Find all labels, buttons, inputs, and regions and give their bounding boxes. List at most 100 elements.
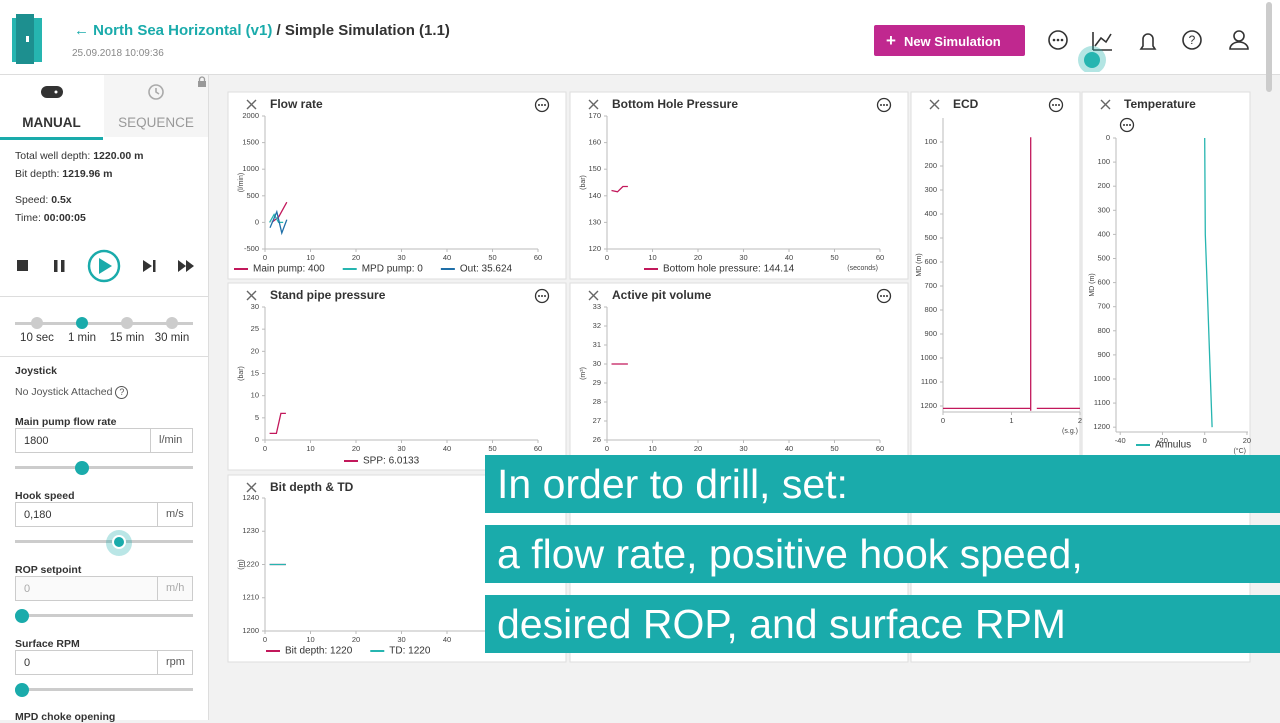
x-tick-label: 20 bbox=[694, 253, 702, 262]
more-icon[interactable] bbox=[1048, 30, 1068, 50]
fast-forward-button[interactable] bbox=[178, 260, 194, 272]
playback-controls bbox=[17, 249, 194, 283]
speed-slider[interactable] bbox=[15, 322, 193, 325]
joystick-icon bbox=[40, 86, 63, 98]
status-value: 00:00:05 bbox=[43, 212, 86, 224]
legend-entry: SPP: 6.0133 bbox=[363, 456, 420, 467]
close-icon[interactable] bbox=[246, 482, 257, 493]
slider-thumb[interactable] bbox=[75, 461, 89, 475]
panel-title: Bit depth & TD bbox=[270, 480, 354, 494]
more-dot bbox=[538, 104, 540, 106]
chart-icon[interactable] bbox=[1094, 33, 1112, 47]
speed-label: 15 min bbox=[109, 332, 145, 344]
slider-track[interactable] bbox=[15, 614, 193, 617]
x-tick-label: 0 bbox=[605, 444, 609, 453]
y-tick-label: 500 bbox=[1097, 253, 1110, 262]
input-box[interactable]: 0 m/h bbox=[15, 576, 193, 601]
y-tick-label: 700 bbox=[924, 281, 937, 290]
more-dot bbox=[883, 295, 885, 297]
y-tick-label: 200 bbox=[924, 161, 937, 170]
slider-track[interactable] bbox=[15, 688, 193, 691]
speed-stop[interactable] bbox=[31, 317, 43, 329]
more-icon[interactable] bbox=[876, 97, 892, 113]
x-tick-label: 0 bbox=[263, 444, 267, 453]
close-icon[interactable] bbox=[246, 99, 257, 110]
legend-entry: Bottom hole pressure: 144.14 bbox=[663, 264, 795, 275]
slider-thumb[interactable] bbox=[15, 683, 29, 697]
title: Simple Simulation (1.1) bbox=[284, 22, 450, 39]
input-box[interactable]: 1800 l/min bbox=[15, 428, 193, 453]
input-label: Surface RPM bbox=[15, 638, 80, 650]
y-axis-label: (bar) bbox=[238, 366, 245, 381]
speed-stop[interactable] bbox=[121, 317, 133, 329]
tab-sequence[interactable]: SEQUENCE bbox=[104, 75, 208, 137]
y-tick-label: 500 bbox=[246, 191, 259, 200]
y-tick-label: 1000 bbox=[920, 353, 937, 362]
x-tick-label: 1 bbox=[1009, 416, 1013, 425]
close-icon[interactable] bbox=[588, 290, 599, 301]
y-tick-label: 10 bbox=[251, 391, 259, 400]
help-icon[interactable] bbox=[1182, 30, 1202, 50]
input-box[interactable]: 0,180 m/s bbox=[15, 502, 193, 527]
more-icon[interactable] bbox=[876, 288, 892, 304]
x-tick-label: 40 bbox=[785, 253, 793, 262]
status-value: 1220.00 m bbox=[93, 150, 144, 162]
more-dot bbox=[544, 104, 546, 106]
y-tick-label: 160 bbox=[588, 138, 601, 147]
more-icon[interactable] bbox=[534, 288, 550, 304]
x-tick-label: 30 bbox=[739, 444, 747, 453]
more-dot bbox=[886, 295, 888, 297]
more-icon[interactable] bbox=[1048, 97, 1064, 113]
step-button[interactable] bbox=[143, 260, 152, 272]
x-tick-label: 50 bbox=[488, 253, 496, 262]
bell-icon[interactable] bbox=[1139, 33, 1157, 50]
x-tick-label: 0 bbox=[605, 253, 609, 262]
y-tick-label: 1200 bbox=[242, 626, 259, 635]
y-tick-label: 1100 bbox=[921, 377, 937, 386]
input-value: 0 bbox=[24, 583, 31, 595]
more-dot bbox=[541, 104, 543, 106]
joystick-heading: Joystick bbox=[15, 365, 58, 377]
close-icon[interactable] bbox=[929, 99, 940, 110]
speed-stop[interactable] bbox=[166, 317, 178, 329]
y-tick-label: 140 bbox=[588, 191, 601, 200]
y-axis-label: (l/min) bbox=[238, 173, 245, 192]
more-icon[interactable] bbox=[1119, 117, 1135, 133]
more-dot bbox=[538, 295, 540, 297]
toolbar-icons: ? bbox=[1048, 30, 1249, 72]
more-dot bbox=[1126, 124, 1128, 126]
caption-line: In order to drill, set: bbox=[485, 455, 1280, 513]
more-dot bbox=[880, 104, 882, 106]
back-link[interactable]: ← North Sea Horizontal (v1) bbox=[74, 22, 273, 39]
input-value: 0 bbox=[24, 657, 31, 669]
speed-stop[interactable] bbox=[76, 317, 88, 329]
slider-thumb[interactable] bbox=[112, 535, 126, 549]
slider-track[interactable] bbox=[15, 466, 193, 469]
more-icon[interactable] bbox=[534, 97, 550, 113]
input-box[interactable]: 0 rpm bbox=[15, 650, 193, 675]
slider-track[interactable] bbox=[15, 540, 193, 543]
back-link-text[interactable]: North Sea Horizontal (v1) bbox=[93, 22, 273, 39]
legend-entry: TD: 1220 bbox=[389, 646, 431, 657]
input-label: Hook speed bbox=[15, 490, 75, 502]
series-line bbox=[271, 201, 288, 223]
user-icon[interactable] bbox=[1233, 30, 1245, 42]
input-unit: m/s bbox=[157, 503, 184, 526]
close-icon[interactable] bbox=[246, 290, 257, 301]
close-icon[interactable] bbox=[1100, 99, 1111, 110]
play-button[interactable] bbox=[87, 249, 121, 283]
stop-button[interactable] bbox=[17, 260, 28, 271]
y-tick-label: 1210 bbox=[242, 593, 259, 602]
status-label: Speed: bbox=[15, 194, 49, 206]
slider-thumb[interactable] bbox=[15, 609, 29, 623]
tab-label: SEQUENCE bbox=[118, 115, 194, 130]
tab-manual[interactable]: MANUAL bbox=[0, 75, 103, 140]
x-tick-label: 40 bbox=[443, 635, 451, 644]
close-icon[interactable] bbox=[588, 99, 599, 110]
timestamp: 25.09.2018 10:09:36 bbox=[72, 48, 164, 59]
y-tick-label: 100 bbox=[1097, 157, 1110, 166]
y-tick-label: 33 bbox=[593, 302, 601, 311]
new-simulation-button[interactable]: + New Simulation bbox=[874, 25, 1025, 56]
tab-label: MANUAL bbox=[22, 115, 81, 130]
pause-button[interactable] bbox=[54, 260, 58, 272]
